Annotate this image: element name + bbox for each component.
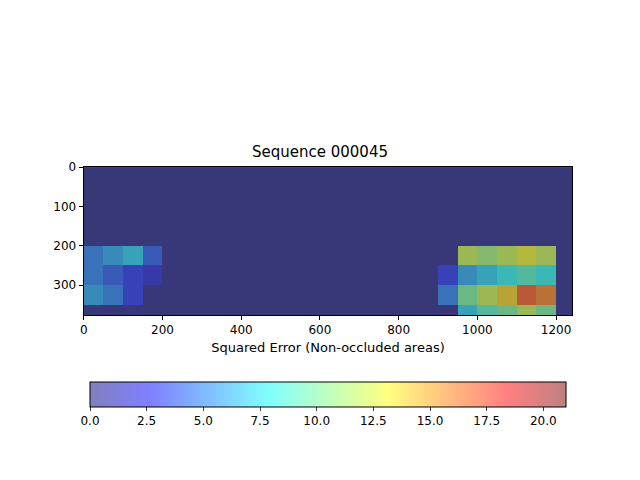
svg-text:7.5: 7.5: [250, 414, 269, 428]
svg-text:15.0: 15.0: [417, 414, 444, 428]
svg-text:12.5: 12.5: [360, 414, 387, 428]
svg-text:Squared Error (Non-occluded ar: Squared Error (Non-occluded areas): [211, 340, 444, 355]
svg-text:Sequence 000045: Sequence 000045: [252, 143, 388, 161]
svg-text:400: 400: [230, 323, 253, 337]
svg-text:200: 200: [151, 323, 174, 337]
svg-text:800: 800: [387, 323, 410, 337]
svg-text:17.5: 17.5: [473, 414, 500, 428]
svg-text:2.5: 2.5: [137, 414, 156, 428]
svg-text:5.0: 5.0: [194, 414, 213, 428]
svg-text:200: 200: [53, 239, 76, 253]
svg-text:1200: 1200: [541, 323, 572, 337]
svg-text:10.0: 10.0: [303, 414, 330, 428]
svg-text:100: 100: [53, 200, 76, 214]
svg-text:20.0: 20.0: [530, 414, 557, 428]
svg-text:0.0: 0.0: [80, 414, 99, 428]
svg-text:300: 300: [53, 278, 76, 292]
svg-text:1000: 1000: [462, 323, 493, 337]
svg-text:600: 600: [308, 323, 331, 337]
svg-text:0: 0: [80, 323, 88, 337]
svg-text:0: 0: [69, 160, 77, 174]
